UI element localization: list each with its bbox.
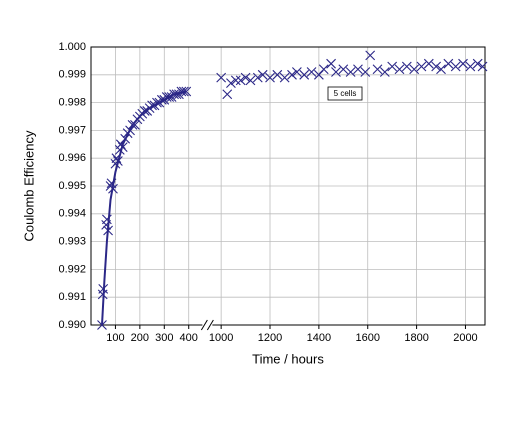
- marker: [257, 69, 268, 80]
- marker: [97, 320, 107, 330]
- marker: [265, 72, 275, 83]
- legend-label: 5 cells: [334, 89, 357, 98]
- marker: [106, 178, 117, 189]
- marker: [431, 61, 442, 72]
- marker: [423, 58, 434, 69]
- x-tick-label: 100: [106, 332, 124, 344]
- y-tick-label: 0.997: [58, 124, 86, 136]
- marker: [156, 94, 167, 105]
- marker: [409, 64, 420, 75]
- y-tick-label: 0.995: [58, 180, 86, 192]
- marker: [272, 69, 283, 80]
- marker: [287, 69, 297, 80]
- marker: [169, 89, 179, 100]
- y-tick-label: 0.992: [58, 263, 86, 275]
- plot-frame: [90, 46, 486, 326]
- fit-line: [101, 90, 187, 326]
- marker: [171, 89, 182, 100]
- marker: [318, 64, 329, 75]
- y-axis-title: Coulomb Efficiency: [21, 130, 36, 242]
- y-tick-label: 0.994: [58, 208, 86, 220]
- marker: [252, 72, 263, 83]
- marker: [112, 156, 123, 166]
- marker: [164, 92, 175, 102]
- marker: [465, 61, 476, 72]
- x-tick-label: 1200: [258, 332, 282, 344]
- marker: [181, 86, 192, 97]
- axis-break: [200, 319, 208, 331]
- marker: [226, 78, 236, 89]
- marker: [353, 64, 363, 75]
- x-tick-label: 200: [131, 332, 149, 344]
- marker: [101, 214, 112, 225]
- x-tick-label: 1400: [307, 332, 331, 344]
- marker: [147, 100, 157, 111]
- y-tick-label: 1.000: [58, 41, 86, 53]
- y-tick-label: 0.993: [58, 236, 86, 248]
- marker: [120, 133, 131, 144]
- marker: [365, 50, 376, 61]
- marker: [394, 64, 405, 75]
- marker: [115, 139, 126, 150]
- y-tick-label: 0.990: [58, 319, 86, 331]
- marker: [458, 58, 468, 69]
- marker: [345, 67, 356, 77]
- y-tick-label: 0.996: [58, 152, 86, 164]
- x-tick-label: 1600: [355, 332, 379, 344]
- marker: [152, 97, 162, 108]
- marker: [379, 67, 390, 77]
- axis-break-gap: [202, 321, 213, 329]
- x-tick-label: 2000: [453, 332, 477, 344]
- marker: [279, 72, 290, 83]
- marker: [176, 86, 187, 97]
- marker: [450, 61, 461, 72]
- marker: [111, 153, 122, 164]
- marker: [306, 67, 317, 77]
- y-tick-label: 0.991: [58, 291, 86, 303]
- marker: [235, 75, 246, 86]
- marker: [326, 58, 336, 69]
- marker: [178, 86, 189, 97]
- marker: [245, 75, 256, 86]
- marker: [139, 106, 150, 116]
- x-tick-label: 1000: [209, 332, 233, 344]
- marker: [472, 58, 483, 69]
- marker: [216, 72, 227, 83]
- marker: [477, 61, 488, 72]
- marker: [372, 64, 383, 75]
- marker: [130, 119, 140, 130]
- x-tick-label: 400: [180, 332, 198, 344]
- marker: [338, 64, 349, 75]
- legend-box: [327, 86, 363, 101]
- marker: [222, 89, 233, 100]
- marker: [230, 75, 241, 86]
- marker: [360, 67, 371, 77]
- marker: [401, 61, 412, 72]
- y-tick-label: 0.999: [58, 69, 86, 81]
- marker: [443, 58, 454, 69]
- marker: [299, 69, 310, 80]
- marker: [117, 142, 128, 152]
- axis-break: [206, 319, 214, 331]
- marker: [98, 283, 109, 294]
- marker: [331, 67, 341, 77]
- marker: [161, 92, 172, 102]
- y-tick-label: 0.998: [58, 97, 86, 109]
- x-tick-label: 1800: [404, 332, 428, 344]
- marker: [108, 183, 118, 194]
- x-tick-label: 300: [155, 332, 173, 344]
- marker: [387, 61, 398, 72]
- marker: [436, 64, 446, 75]
- marker: [103, 225, 113, 236]
- x-axis-title: Time / hours: [252, 351, 324, 366]
- marker: [416, 61, 427, 72]
- marker: [240, 72, 251, 83]
- marker: [291, 67, 302, 77]
